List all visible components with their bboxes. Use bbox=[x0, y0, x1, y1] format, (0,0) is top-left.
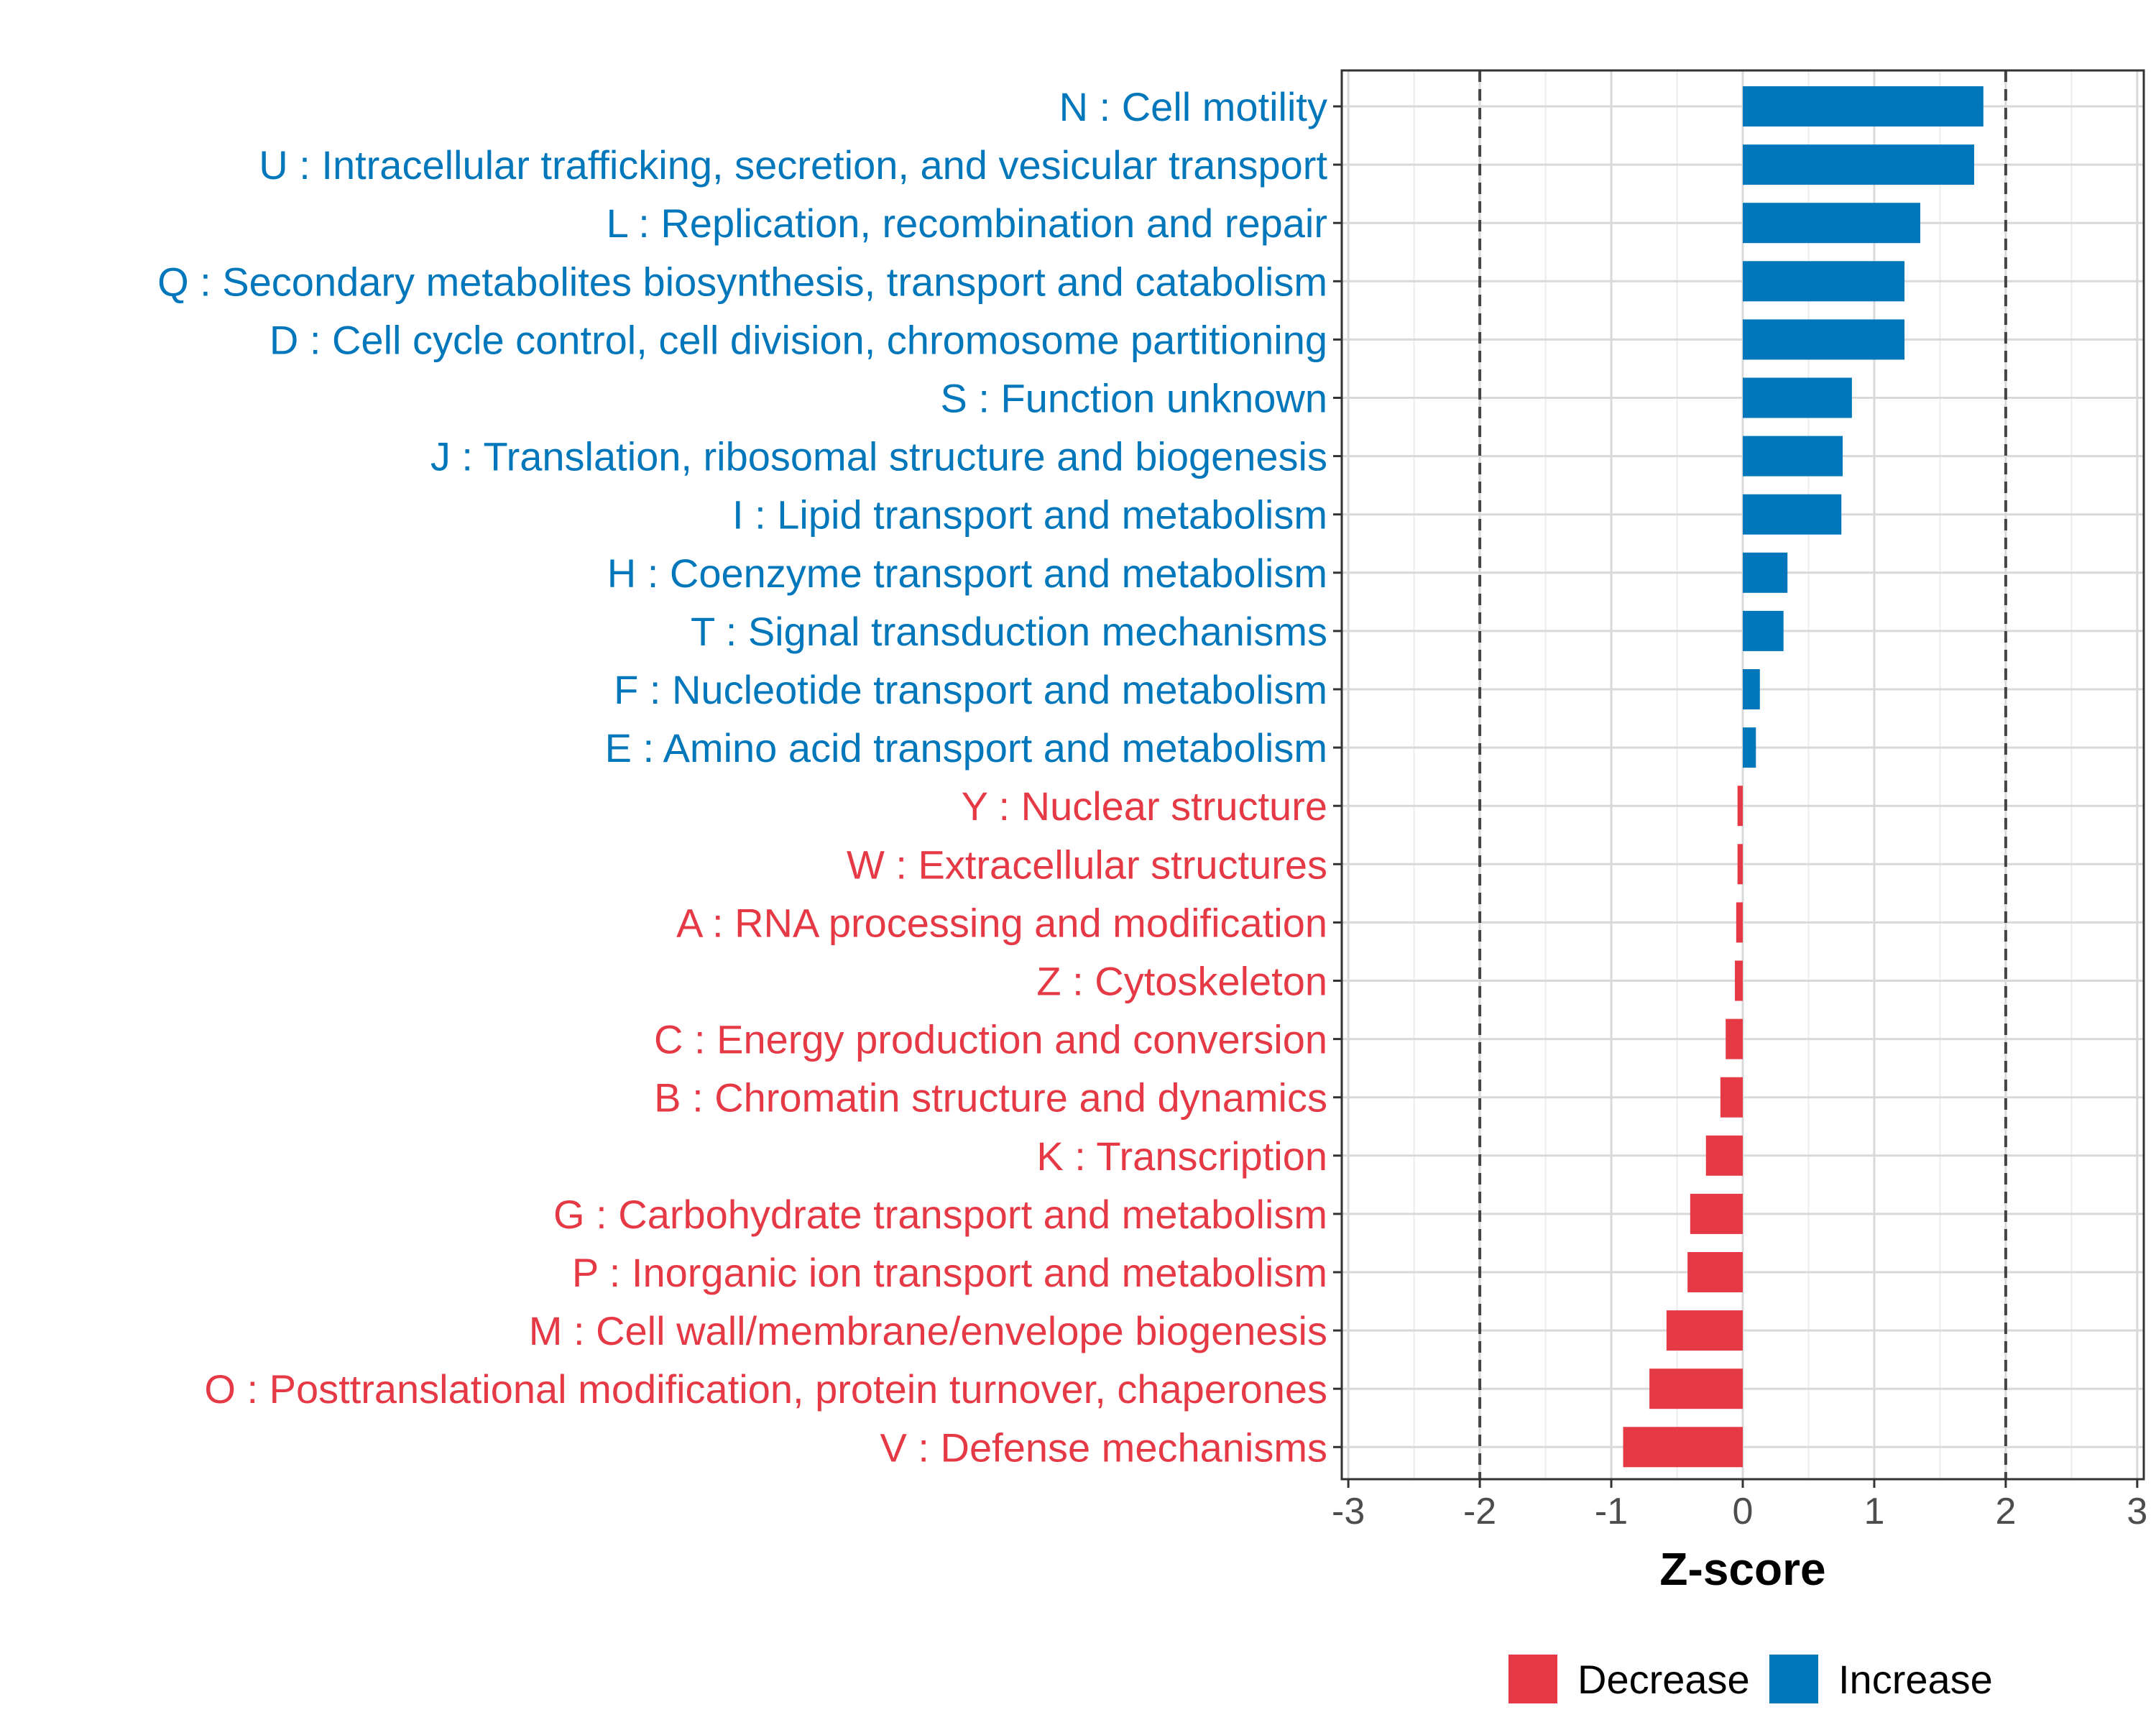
category-label: J : Translation, ribosomal structure and… bbox=[430, 434, 1327, 479]
bar-w bbox=[1737, 844, 1743, 885]
category-label: K : Transcription bbox=[1036, 1133, 1327, 1179]
x-tick-label: -1 bbox=[1595, 1491, 1628, 1532]
bar-k bbox=[1705, 1135, 1743, 1176]
bar-e bbox=[1743, 727, 1756, 768]
bar-o bbox=[1649, 1368, 1743, 1409]
category-label: I : Lipid transport and metabolism bbox=[732, 492, 1327, 538]
legend: Decrease Increase bbox=[1508, 1655, 1993, 1703]
bar-t bbox=[1743, 610, 1784, 651]
bars bbox=[1623, 86, 1984, 1468]
bar-v bbox=[1623, 1427, 1743, 1468]
x-tick-label: 3 bbox=[2127, 1491, 2147, 1532]
bar-q bbox=[1743, 261, 1905, 302]
category-label: E : Amino acid transport and metabolism bbox=[605, 725, 1327, 770]
category-labels: N : Cell motility U : Intracellular traff… bbox=[157, 84, 1327, 1470]
category-label: T : Signal transduction mechanisms bbox=[691, 609, 1327, 654]
y-axis-ticks bbox=[1333, 105, 1342, 1448]
bar-d bbox=[1743, 319, 1905, 360]
category-label: W : Extracellular structures bbox=[847, 842, 1327, 887]
bar-s bbox=[1743, 377, 1852, 418]
category-label: O : Posttranslational modification, prot… bbox=[204, 1366, 1327, 1412]
bar-m bbox=[1666, 1310, 1743, 1351]
x-tick-label: -2 bbox=[1463, 1491, 1496, 1532]
category-label: F : Nucleotide transport and metabolism bbox=[614, 667, 1327, 712]
category-label: N : Cell motility bbox=[1059, 84, 1327, 129]
bar-b bbox=[1720, 1077, 1743, 1118]
x-tick-label: 2 bbox=[1995, 1491, 2016, 1532]
category-label: U : Intracellular trafficking, secretion… bbox=[259, 142, 1327, 188]
legend-swatch-increase bbox=[1769, 1655, 1818, 1703]
legend-label-increase: Increase bbox=[1838, 1657, 1993, 1702]
legend-label-decrease: Decrease bbox=[1577, 1657, 1750, 1702]
category-label: P : Inorganic ion transport and metaboli… bbox=[572, 1250, 1327, 1295]
category-label: G : Carbohydrate transport and metabolis… bbox=[553, 1192, 1327, 1237]
bar-y bbox=[1737, 786, 1743, 827]
bar-c bbox=[1726, 1018, 1743, 1059]
bar-j bbox=[1743, 436, 1843, 477]
x-tick-label: 1 bbox=[1864, 1491, 1884, 1532]
category-label: S : Function unknown bbox=[940, 376, 1327, 421]
category-label: A : RNA processing and modification bbox=[676, 900, 1327, 945]
x-axis-ticks: -3 -2 -1 0 1 2 3 bbox=[1332, 1479, 2147, 1532]
category-label: Z : Cytoskeleton bbox=[1036, 959, 1327, 1004]
x-tick-label: -3 bbox=[1332, 1491, 1365, 1532]
category-label: Y : Nuclear structure bbox=[962, 783, 1327, 829]
bar-h bbox=[1743, 552, 1788, 593]
category-label: Q : Secondary metabolites biosynthesis, … bbox=[157, 259, 1327, 304]
category-label: M : Cell wall/membrane/envelope biogenes… bbox=[529, 1308, 1327, 1353]
legend-swatch-decrease bbox=[1508, 1655, 1557, 1703]
bar-i bbox=[1743, 494, 1842, 535]
category-label: B : Chromatin structure and dynamics bbox=[654, 1075, 1327, 1121]
category-label: V : Defense mechanisms bbox=[880, 1425, 1327, 1470]
category-label: D : Cell cycle control, cell division, c… bbox=[270, 317, 1327, 362]
x-axis-title: Z-score bbox=[1659, 1543, 1825, 1595]
bar-p bbox=[1687, 1252, 1743, 1292]
x-tick-label: 0 bbox=[1733, 1491, 1754, 1532]
category-label: H : Coenzyme transport and metabolism bbox=[607, 551, 1327, 596]
category-label: L : Replication, recombination and repai… bbox=[607, 201, 1327, 246]
bar-u bbox=[1743, 144, 1974, 185]
bar-l bbox=[1743, 203, 1920, 244]
bar-n bbox=[1743, 86, 1984, 126]
category-label: C : Energy production and conversion bbox=[654, 1017, 1327, 1062]
bar-f bbox=[1743, 669, 1760, 709]
threshold-lines bbox=[1478, 70, 2007, 1479]
bar-z bbox=[1735, 960, 1743, 1001]
bar-g bbox=[1690, 1193, 1743, 1234]
bar-a bbox=[1736, 902, 1743, 943]
